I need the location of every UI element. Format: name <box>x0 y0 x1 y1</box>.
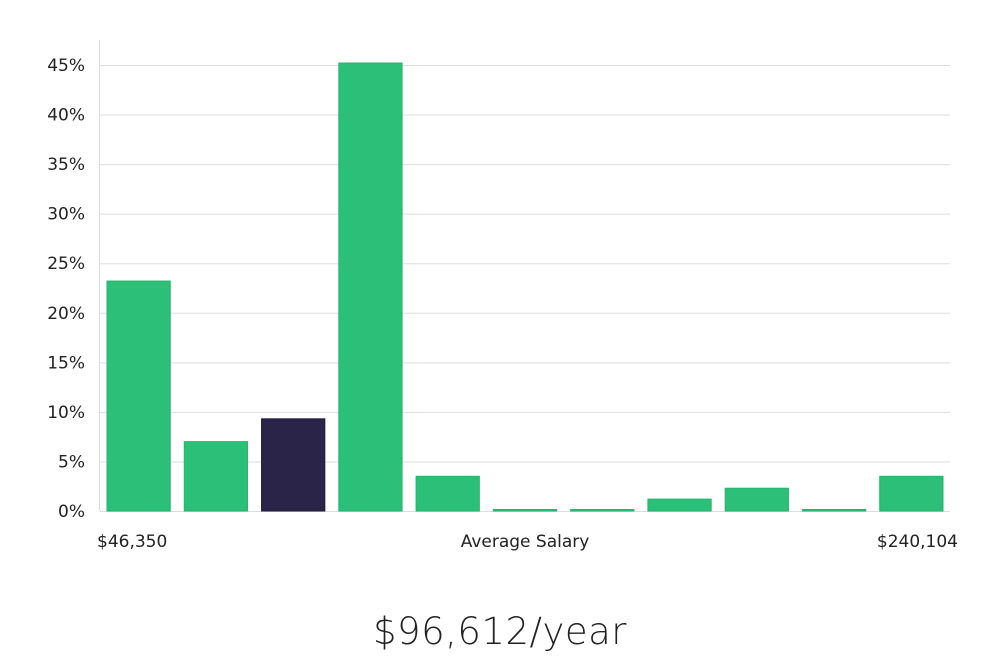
bar <box>724 487 789 512</box>
y-tick-label: 0% <box>58 502 85 522</box>
y-tick-label: 20% <box>47 304 85 324</box>
bar <box>183 441 249 512</box>
bar <box>801 509 867 512</box>
bar <box>106 280 171 512</box>
bar <box>879 475 944 512</box>
bar <box>492 509 558 512</box>
y-tick-label: 45% <box>47 56 85 76</box>
y-tick-label: 10% <box>47 403 85 423</box>
bar <box>647 498 712 512</box>
x-max-label: $240,104 <box>877 532 958 552</box>
x-min-label: $46,350 <box>97 532 167 552</box>
average-salary-value: $96,612/year <box>372 610 627 653</box>
bar <box>570 509 635 512</box>
y-tick-label: 15% <box>47 353 85 373</box>
y-tick-label: 40% <box>47 106 85 126</box>
bar <box>415 475 480 512</box>
y-tick-label: 25% <box>47 254 85 274</box>
y-tick-label: 30% <box>47 205 85 225</box>
y-tick-label: 35% <box>47 155 85 175</box>
salary-histogram: 0% 5% 10% 15% 20% 25% 30% 35% 40% 45% $46,350 Ave… <box>47 40 958 552</box>
x-axis-label: Average Salary <box>461 532 590 552</box>
y-tick-label: 5% <box>58 452 85 472</box>
bar <box>338 62 403 512</box>
bar-highlighted <box>261 418 326 512</box>
